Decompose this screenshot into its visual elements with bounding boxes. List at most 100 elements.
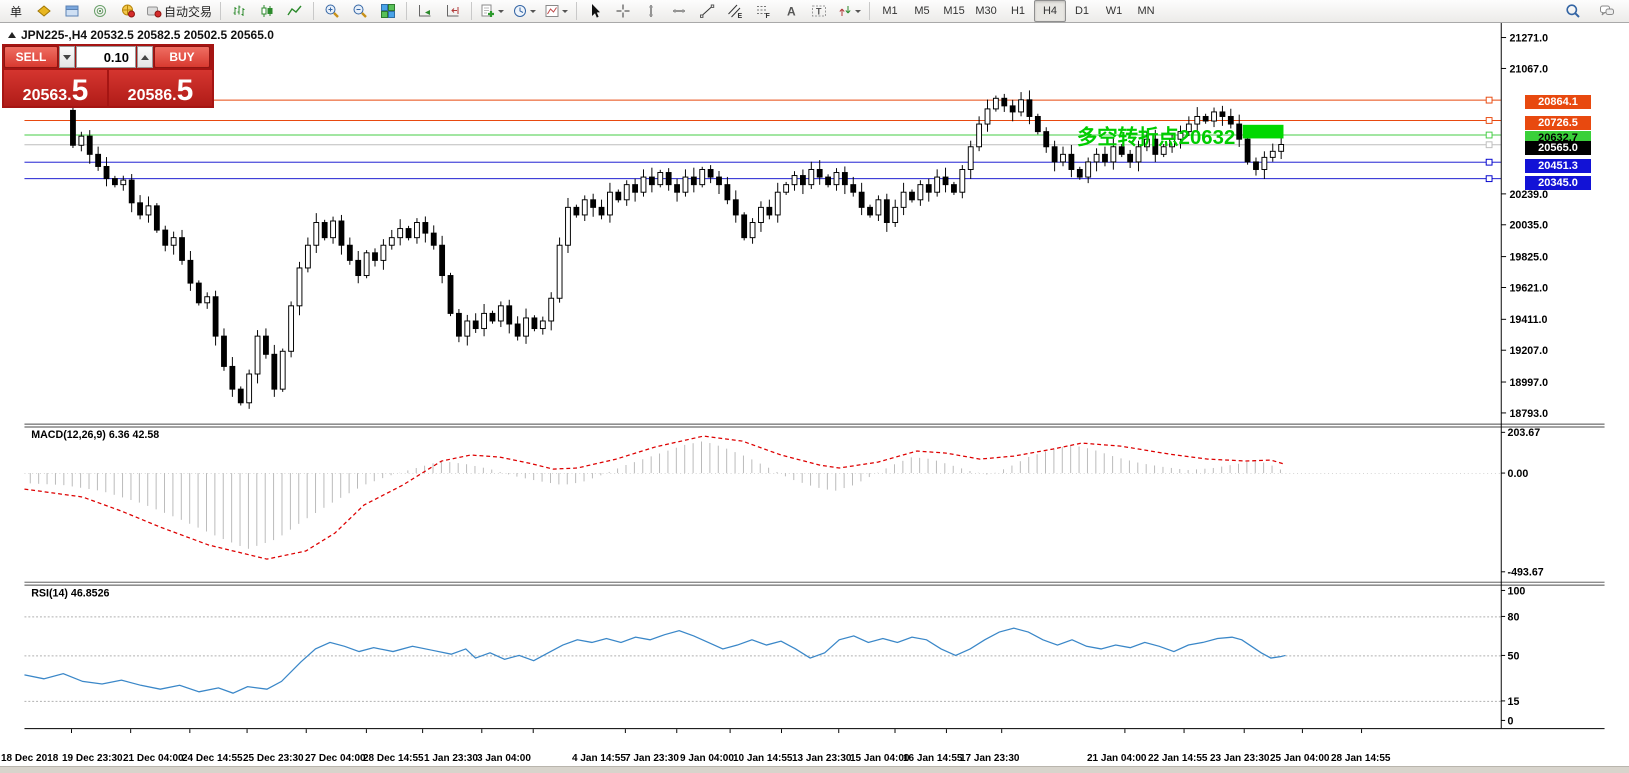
price-axis-tick-label: 20239.0: [1509, 189, 1548, 201]
chart-shift-button[interactable]: [439, 0, 467, 22]
horizontal-line-button[interactable]: [665, 0, 693, 22]
timeframe-d1-button[interactable]: D1: [1066, 0, 1098, 22]
macd-axis-tick-label: -493.67: [1508, 567, 1544, 579]
chart-header: JPN225-,H4 20532.5 20582.5 20502.5 20565…: [8, 28, 274, 42]
candlestick-chart-button[interactable]: [253, 0, 281, 22]
bars-icon: [233, 5, 245, 16]
level-line-handle[interactable]: [1485, 158, 1493, 166]
new-order-button-label: 单: [9, 4, 22, 19]
level-line-handle[interactable]: [1485, 117, 1493, 124]
new-order-button[interactable]: 单: [2, 0, 30, 22]
zoom-in-button[interactable]: [318, 0, 346, 22]
market-watch-icon: [37, 5, 51, 17]
timeframe-m5-button-label: M5: [914, 5, 930, 17]
line-chart-button[interactable]: [281, 0, 309, 22]
cursor-button[interactable]: [581, 0, 609, 22]
dropdown-caret-icon[interactable]: [530, 10, 537, 16]
market-watch-button[interactable]: [30, 0, 58, 22]
level-line-handle[interactable]: [1485, 141, 1493, 149]
tile-windows-button[interactable]: [374, 0, 402, 22]
dropdown-caret-icon[interactable]: [498, 10, 505, 16]
horizontal-levels-layer[interactable]: [24, 96, 1502, 183]
indicators-button[interactable]: [476, 0, 508, 22]
news-button[interactable]: [114, 0, 142, 22]
buy-button[interactable]: BUY: [154, 46, 210, 68]
time-axis[interactable]: 18 Dec 2018 19 Dec 23:30 21 Dec 04:00 24 De…: [0, 750, 1629, 766]
timeframe-h4-button-label: H4: [1042, 5, 1058, 17]
timeframe-m15-button[interactable]: M15: [938, 0, 970, 22]
navigator-button[interactable]: [58, 0, 86, 22]
auto-trading-button-label: 自动交易: [164, 4, 213, 19]
volume-increase-button[interactable]: [137, 46, 153, 68]
timeframe-m5-button[interactable]: M5: [906, 0, 938, 22]
sell-button[interactable]: SELL: [4, 46, 58, 68]
timeframe-h1-button-label: H1: [1010, 5, 1026, 17]
periods-button[interactable]: [508, 0, 540, 22]
dropdown-caret-icon[interactable]: [855, 10, 862, 16]
time-axis-label: 10 Jan 14:55: [733, 753, 793, 764]
chart-window[interactable]: 多空转折点20632 MACD(12,26,9) 6.36 42.58 RSI(14…: [0, 23, 1629, 766]
price-tag: 20345.0: [1525, 175, 1591, 190]
templates-button[interactable]: [540, 0, 572, 22]
chart-objects-layer[interactable]: 多空转折点20632: [1077, 124, 1284, 149]
arrows-button[interactable]: [833, 0, 865, 22]
vertical-line-button[interactable]: [637, 0, 665, 22]
level-line-handle[interactable]: [1485, 175, 1493, 183]
timeframe-h4-button[interactable]: H4: [1034, 0, 1067, 22]
signals-button[interactable]: [86, 0, 114, 22]
candles-layer: [70, 90, 1285, 409]
rsi-axis-tick-label: 15: [1508, 696, 1520, 708]
volume-decrease-button[interactable]: [59, 46, 75, 68]
buy-price[interactable]: 20586. 5: [109, 70, 212, 106]
text-label-button[interactable]: T: [805, 0, 833, 22]
auto-trading-button[interactable]: 自动交易: [142, 0, 216, 22]
time-axis-label: 4 Jan 14:55: [572, 753, 626, 764]
price-axis-tick-label: 21271.0: [1509, 32, 1548, 44]
toolbar-separator: [404, 2, 410, 20]
timeframe-w1-button[interactable]: W1: [1098, 0, 1130, 22]
timeframe-m30-button[interactable]: M30: [970, 0, 1002, 22]
fibonacci-button[interactable]: F: [749, 0, 777, 22]
time-axis-label: 25 Dec 23:30: [243, 753, 304, 764]
text-tool-button[interactable]: A: [777, 0, 805, 22]
timeframe-mn-button[interactable]: MN: [1130, 0, 1162, 22]
chart-annotation-text[interactable]: 多空转折点20632: [1077, 125, 1235, 149]
search-button[interactable]: [1559, 0, 1587, 22]
auto-scroll-button[interactable]: [411, 0, 439, 22]
crosshair-icon: [616, 4, 630, 18]
line-icon: [287, 5, 302, 16]
autotrading-icon: [147, 6, 162, 18]
timeframe-d1-button-label: D1: [1074, 5, 1090, 17]
crosshair-button[interactable]: [609, 0, 637, 22]
toolbar-group: [476, 0, 572, 22]
time-axis-label: 1 Jan 23:30: [424, 753, 478, 764]
level-line-handle[interactable]: [1485, 96, 1493, 104]
level-line-handle[interactable]: [1485, 131, 1493, 139]
equidistant-channel-button[interactable]: E: [721, 0, 749, 22]
hline-icon: [673, 9, 686, 13]
timeframe-m30-button-label: M30: [975, 5, 997, 17]
volume-input[interactable]: [76, 46, 136, 68]
dropdown-caret-icon[interactable]: [562, 10, 569, 16]
time-axis-label: 21 Dec 04:00: [123, 753, 184, 764]
tile-icon: [381, 4, 396, 18]
drawn-rectangle[interactable]: [1242, 124, 1284, 139]
templates-icon: [545, 5, 559, 17]
bar-chart-button[interactable]: [225, 0, 253, 22]
sell-price[interactable]: 20563. 5: [4, 70, 107, 106]
toolbar-right: [1559, 0, 1629, 22]
buy-price-int: 20586: [127, 87, 173, 104]
time-axis-label: 9 Jan 04:00: [680, 753, 734, 764]
chat-button[interactable]: [1593, 0, 1621, 22]
collapse-chart-icon[interactable]: [8, 28, 16, 38]
zoom-out-button[interactable]: [346, 0, 374, 22]
window-bottom-edge: [0, 766, 1629, 773]
label-icon: T: [812, 5, 827, 17]
price-axis-tick-label: 18997.0: [1509, 377, 1548, 389]
timeframe-m1-button[interactable]: M1: [874, 0, 906, 22]
timeframe-h1-button[interactable]: H1: [1002, 0, 1034, 22]
toolbar-separator: [469, 2, 475, 20]
trendline-button[interactable]: [693, 0, 721, 22]
toolbar-group: 单 自动交易: [2, 0, 216, 22]
chart-canvas[interactable]: 多空转折点20632 MACD(12,26,9) 6.36 42.58 RSI(14…: [0, 23, 1629, 766]
